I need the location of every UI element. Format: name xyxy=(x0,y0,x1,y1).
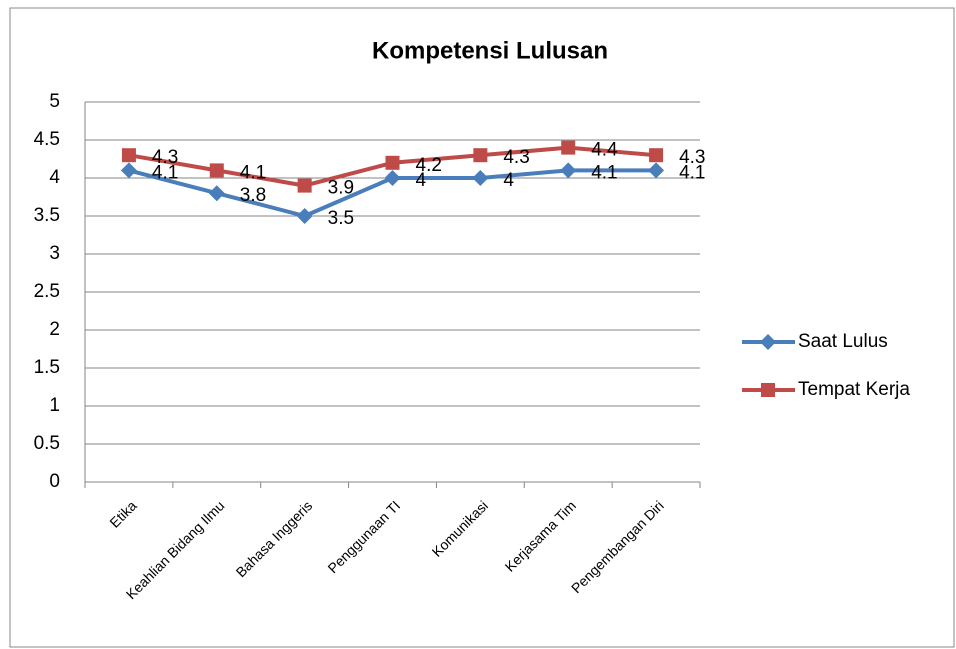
chart-title: Kompetensi Lulusan xyxy=(372,37,608,64)
y-tick-label: 3 xyxy=(49,243,60,264)
marker xyxy=(384,170,401,186)
marker xyxy=(761,383,775,397)
data-label: 4.1 xyxy=(152,162,178,183)
marker xyxy=(649,148,664,163)
data-label: 4 xyxy=(503,170,514,191)
legend-label: Saat Lulus xyxy=(798,331,888,352)
data-label: 4.2 xyxy=(416,155,442,176)
marker xyxy=(760,334,776,350)
chart-border xyxy=(9,7,955,648)
marker xyxy=(473,148,488,163)
marker xyxy=(296,208,313,224)
y-tick-label: 0 xyxy=(49,471,60,492)
data-label: 3.5 xyxy=(328,208,354,229)
data-label: 4.1 xyxy=(679,162,705,183)
y-tick-label: 1.5 xyxy=(34,357,60,378)
data-label: 4 xyxy=(416,170,427,191)
marker xyxy=(561,140,576,155)
y-tick-label: 4.5 xyxy=(34,129,60,150)
marker xyxy=(297,178,312,193)
y-tick-label: 0.5 xyxy=(34,433,60,454)
y-tick-label: 5 xyxy=(49,91,60,112)
marker xyxy=(560,162,577,179)
data-label: 4.3 xyxy=(679,147,705,168)
y-tick-label: 1 xyxy=(49,395,60,416)
marker xyxy=(385,155,400,170)
data-label: 4.3 xyxy=(503,147,529,168)
marker xyxy=(208,185,225,202)
y-tick-label: 2.5 xyxy=(34,281,60,302)
y-tick-label: 2 xyxy=(49,319,60,340)
data-label: 4.4 xyxy=(591,140,618,161)
data-label: 4.1 xyxy=(591,162,617,183)
y-tick-label: 4 xyxy=(49,167,60,188)
marker xyxy=(648,162,665,179)
data-label: 4.3 xyxy=(152,147,178,168)
marker xyxy=(121,148,136,163)
legend-label: Tempat Kerja xyxy=(798,379,910,400)
data-label: 3.8 xyxy=(240,185,266,206)
data-label: 3.9 xyxy=(328,178,354,199)
marker xyxy=(472,170,489,186)
marker xyxy=(209,163,224,178)
data-label: 4.1 xyxy=(240,162,266,183)
marker xyxy=(120,162,137,179)
y-tick-label: 3.5 xyxy=(34,205,60,226)
